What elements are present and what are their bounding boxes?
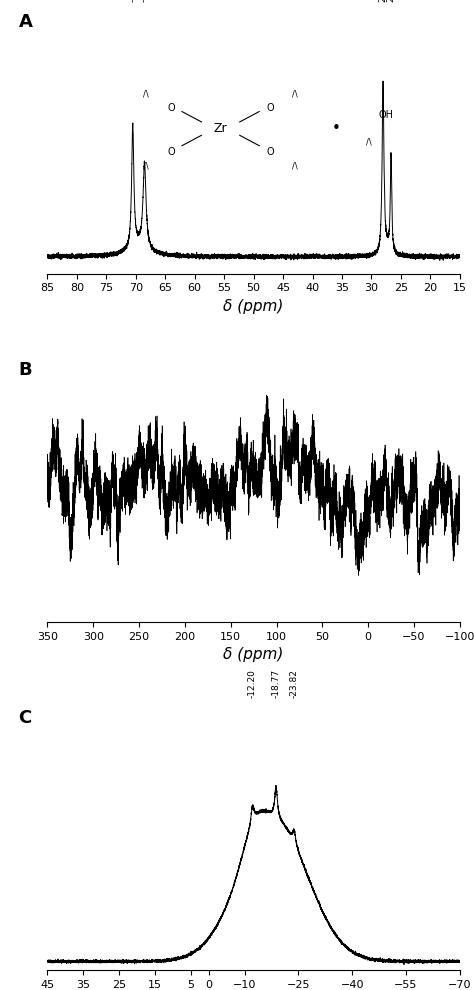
- Text: Zr: Zr: [214, 122, 228, 135]
- Text: B: B: [18, 360, 32, 379]
- Text: OH: OH: [378, 111, 393, 121]
- Text: A: A: [18, 13, 32, 31]
- X-axis label: δ (ppm): δ (ppm): [223, 299, 284, 314]
- Text: /\: /\: [292, 90, 298, 99]
- Text: O: O: [167, 103, 175, 113]
- Text: O: O: [167, 148, 175, 157]
- Text: O: O: [266, 148, 274, 157]
- Text: -68.51: -68.51: [140, 0, 149, 2]
- Text: C: C: [18, 709, 32, 727]
- Text: /\: /\: [366, 138, 372, 147]
- Text: /\: /\: [144, 90, 149, 99]
- Text: •: •: [332, 121, 340, 136]
- Text: O: O: [266, 103, 274, 113]
- Text: /\: /\: [144, 161, 149, 170]
- Text: -23.82: -23.82: [290, 669, 299, 699]
- Text: 28.03: 28.03: [379, 0, 388, 2]
- Text: -70.51: -70.51: [128, 0, 137, 2]
- Text: /\: /\: [292, 161, 298, 170]
- X-axis label: δ (ppm): δ (ppm): [223, 647, 284, 662]
- Text: 26.67: 26.67: [386, 0, 395, 2]
- Text: -12.20: -12.20: [248, 669, 257, 699]
- Text: -18.77: -18.77: [272, 669, 281, 699]
